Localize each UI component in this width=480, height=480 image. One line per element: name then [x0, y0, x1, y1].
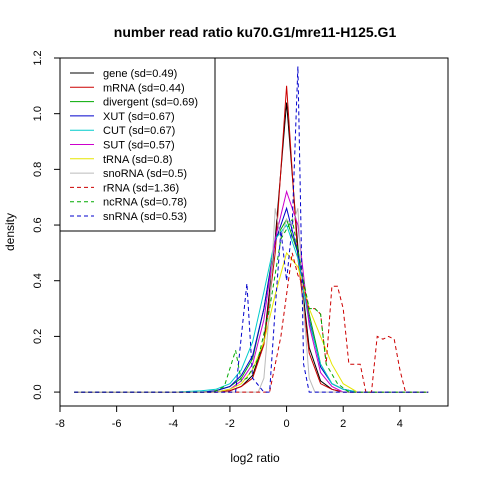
x-tick-label: -8 — [55, 418, 65, 430]
series-line-8 — [74, 252, 429, 393]
series-line-3 — [74, 206, 429, 393]
y-tick-label: 0.0 — [32, 384, 44, 399]
x-axis: -8 -6 -4 -2 0 2 4 — [55, 405, 403, 430]
x-tick-label: -6 — [112, 418, 122, 430]
series-line-9 — [74, 218, 429, 393]
legend-label-4: CUT (sd=0.67) — [103, 125, 175, 137]
legend-label-0: gene (sd=0.49) — [103, 68, 177, 80]
legend: gene (sd=0.49) mRNA (sd=0.44) divergent (s… — [59, 57, 216, 232]
series-line-7 — [74, 208, 429, 393]
legend-label-3: XUT (sd=0.67) — [103, 111, 175, 123]
y-axis-label: density — [3, 213, 17, 251]
x-tick-label: 0 — [284, 418, 290, 430]
x-tick-label: -4 — [168, 418, 178, 430]
x-tick-label: 2 — [340, 418, 346, 430]
legend-label-1: mRNA (sd=0.44) — [103, 82, 185, 94]
x-tick-label: 4 — [397, 418, 403, 430]
y-tick-label: 0.2 — [32, 329, 44, 344]
legend-label-2: divergent (sd=0.69) — [103, 97, 198, 109]
legend-label-5: SUT (sd=0.57) — [103, 140, 175, 152]
series-line-10 — [74, 66, 429, 393]
series-line-6 — [74, 251, 429, 393]
legend-label-8: rRNA (sd=1.36) — [103, 182, 179, 194]
x-axis-label: log2 ratio — [230, 451, 280, 465]
y-tick-label: 0.6 — [32, 217, 44, 232]
y-tick-label: 0.8 — [32, 162, 44, 177]
y-tick-label: 0.4 — [32, 273, 44, 288]
series-line-1 — [74, 85, 429, 393]
series-lines — [74, 66, 429, 393]
legend-label-7: snoRNA (sd=0.5) — [103, 168, 187, 180]
chart-title: number read ratio ku70.G1/mre11-H125.G1 — [114, 24, 397, 40]
y-tick-label: 1.2 — [32, 50, 44, 65]
x-tick-label: -2 — [225, 418, 235, 430]
legend-label-10: snRNA (sd=0.53) — [103, 211, 187, 223]
y-axis: 0.0 0.2 0.4 0.6 0.8 1.0 1.2 — [32, 50, 61, 400]
legend-label-9: ncRNA (sd=0.78) — [103, 197, 187, 209]
legend-label-6: tRNA (sd=0.8) — [103, 154, 172, 166]
y-tick-label: 1.0 — [32, 106, 44, 121]
